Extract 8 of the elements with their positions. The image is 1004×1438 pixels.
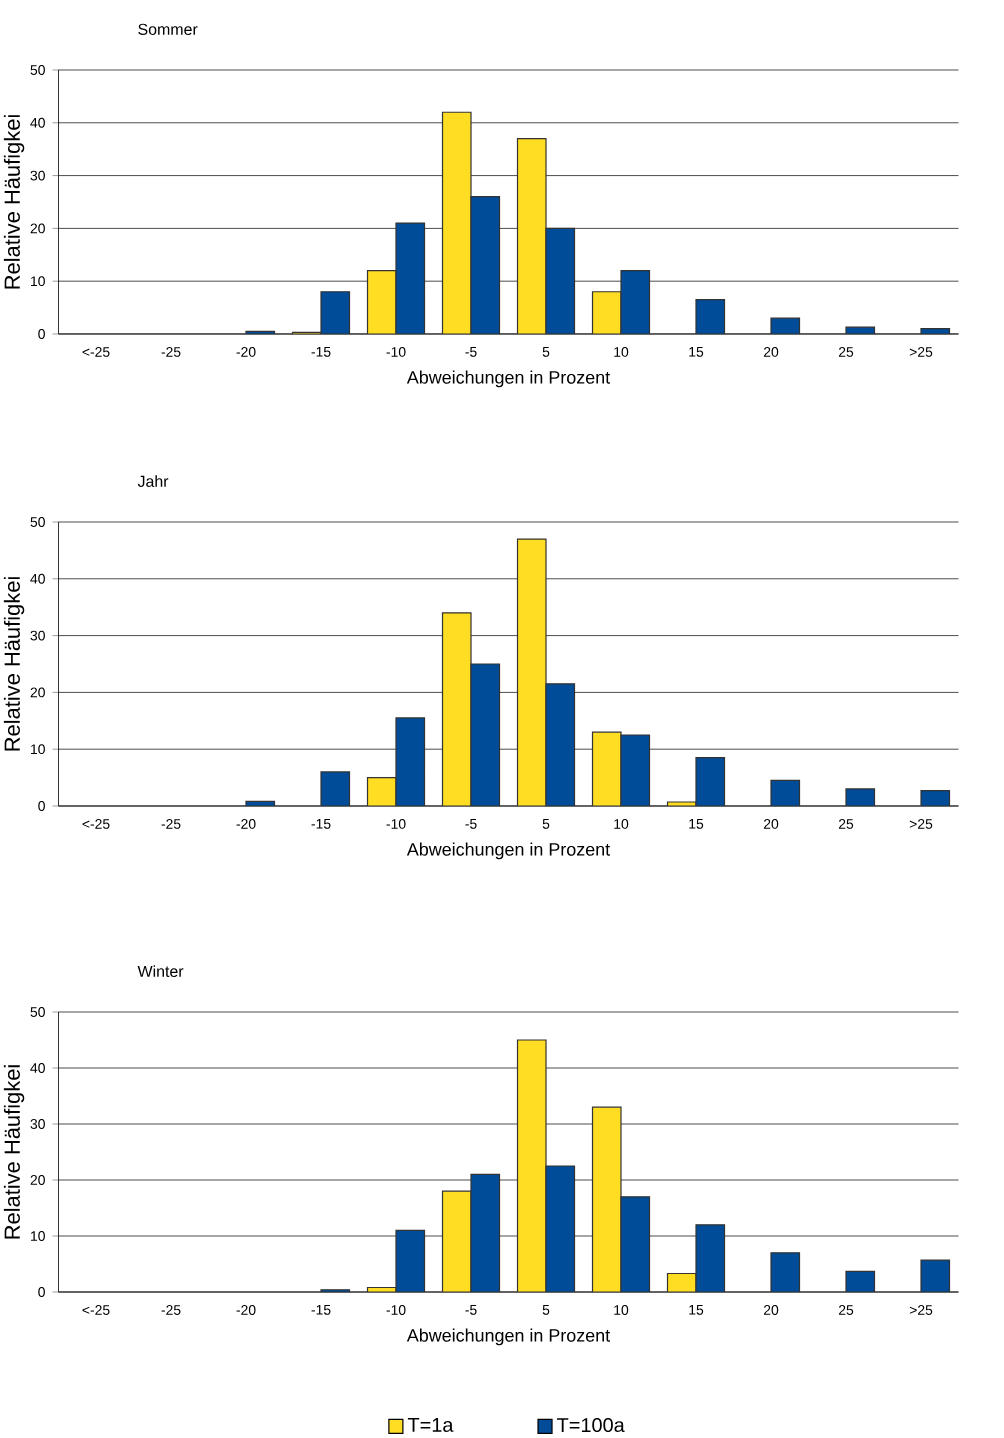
legend-label: T=100a xyxy=(557,1417,625,1433)
y-axis-title: Relative Häufigkei xyxy=(3,1065,25,1239)
y-axis-title: Relative Häufigkei xyxy=(3,115,25,289)
y-axis-title: Relative Häufigkei xyxy=(3,577,25,751)
x-axis-title: Abweichungen in Prozent xyxy=(406,370,610,388)
x-axis-title: Abweichungen in Prozent xyxy=(406,1328,610,1346)
x-axis-title: Abweichungen in Prozent xyxy=(406,842,610,860)
legend-label: T=1a xyxy=(407,1418,454,1432)
